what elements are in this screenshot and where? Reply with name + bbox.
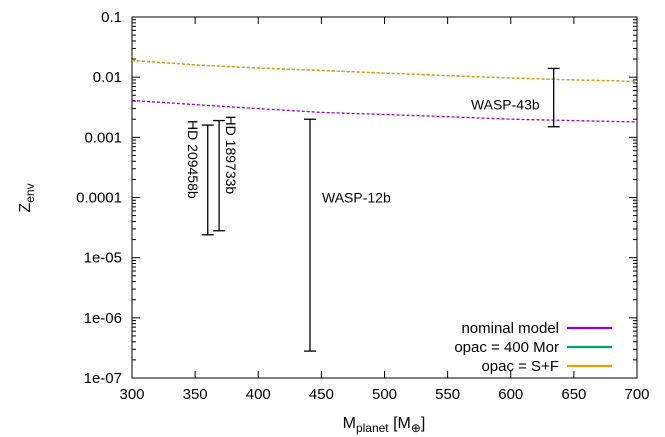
series-line-opac-400-mor xyxy=(131,59,638,83)
x-axis: 300 350 400 450 500 550 600 650 700 xyxy=(119,17,650,403)
x-tick-label: 300 xyxy=(119,386,144,403)
error-bar-label: WASP-12b xyxy=(322,190,391,206)
x-tick-label: 700 xyxy=(624,386,649,403)
error-bar-label: WASP-43b xyxy=(471,97,540,113)
error-bar-wasp-43b: WASP-43b xyxy=(471,67,560,128)
y-tick-label: 1e-07 xyxy=(84,370,122,387)
x-tick-label: 550 xyxy=(435,386,460,403)
y-axis-title: Zenv xyxy=(17,183,37,212)
x-tick-label: 650 xyxy=(561,386,586,403)
error-bar-label: HD 189733b xyxy=(223,116,239,195)
x-tick-label: 600 xyxy=(498,386,523,403)
series-line-opac-s-f xyxy=(131,59,638,83)
legend-entry-label: opac = 400 Mor xyxy=(454,339,559,356)
error-bar-hd-209458b: HD 209458b xyxy=(185,120,214,236)
legend-entry-label: opac = S+F xyxy=(481,358,559,375)
error-bar-label: HD 209458b xyxy=(185,120,201,199)
legend: nominal model opac = 400 Mor opac = S+F xyxy=(454,320,612,375)
error-bars: HD 209458b HD 189733b WASP-12b WASP-43b xyxy=(185,67,560,352)
legend-entry-label: nominal model xyxy=(461,320,559,337)
x-tick-label: 500 xyxy=(372,386,397,403)
x-tick-label: 450 xyxy=(309,386,334,403)
y-tick-label: 0.01 xyxy=(93,69,122,86)
y-axis: 1e-07 1e-06 1e-05 0.0001 0.001 0.01 0.1 xyxy=(76,9,637,387)
series-lines xyxy=(131,59,638,123)
error-bar-hd-189733b: HD 189733b xyxy=(213,116,239,232)
x-tick-label: 350 xyxy=(183,386,208,403)
x-tick-label: 400 xyxy=(246,386,271,403)
series-line-nominal-model xyxy=(131,99,638,123)
y-tick-label: 0.001 xyxy=(84,129,122,146)
error-bar-wasp-12b: WASP-12b xyxy=(304,118,391,352)
y-tick-label: 0.1 xyxy=(101,9,122,26)
x-axis-title: Mplanet [M⊕] xyxy=(343,415,426,435)
y-tick-label: 1e-06 xyxy=(84,310,122,327)
y-tick-label: 0.0001 xyxy=(76,190,122,207)
y-tick-label: 1e-05 xyxy=(84,250,122,267)
